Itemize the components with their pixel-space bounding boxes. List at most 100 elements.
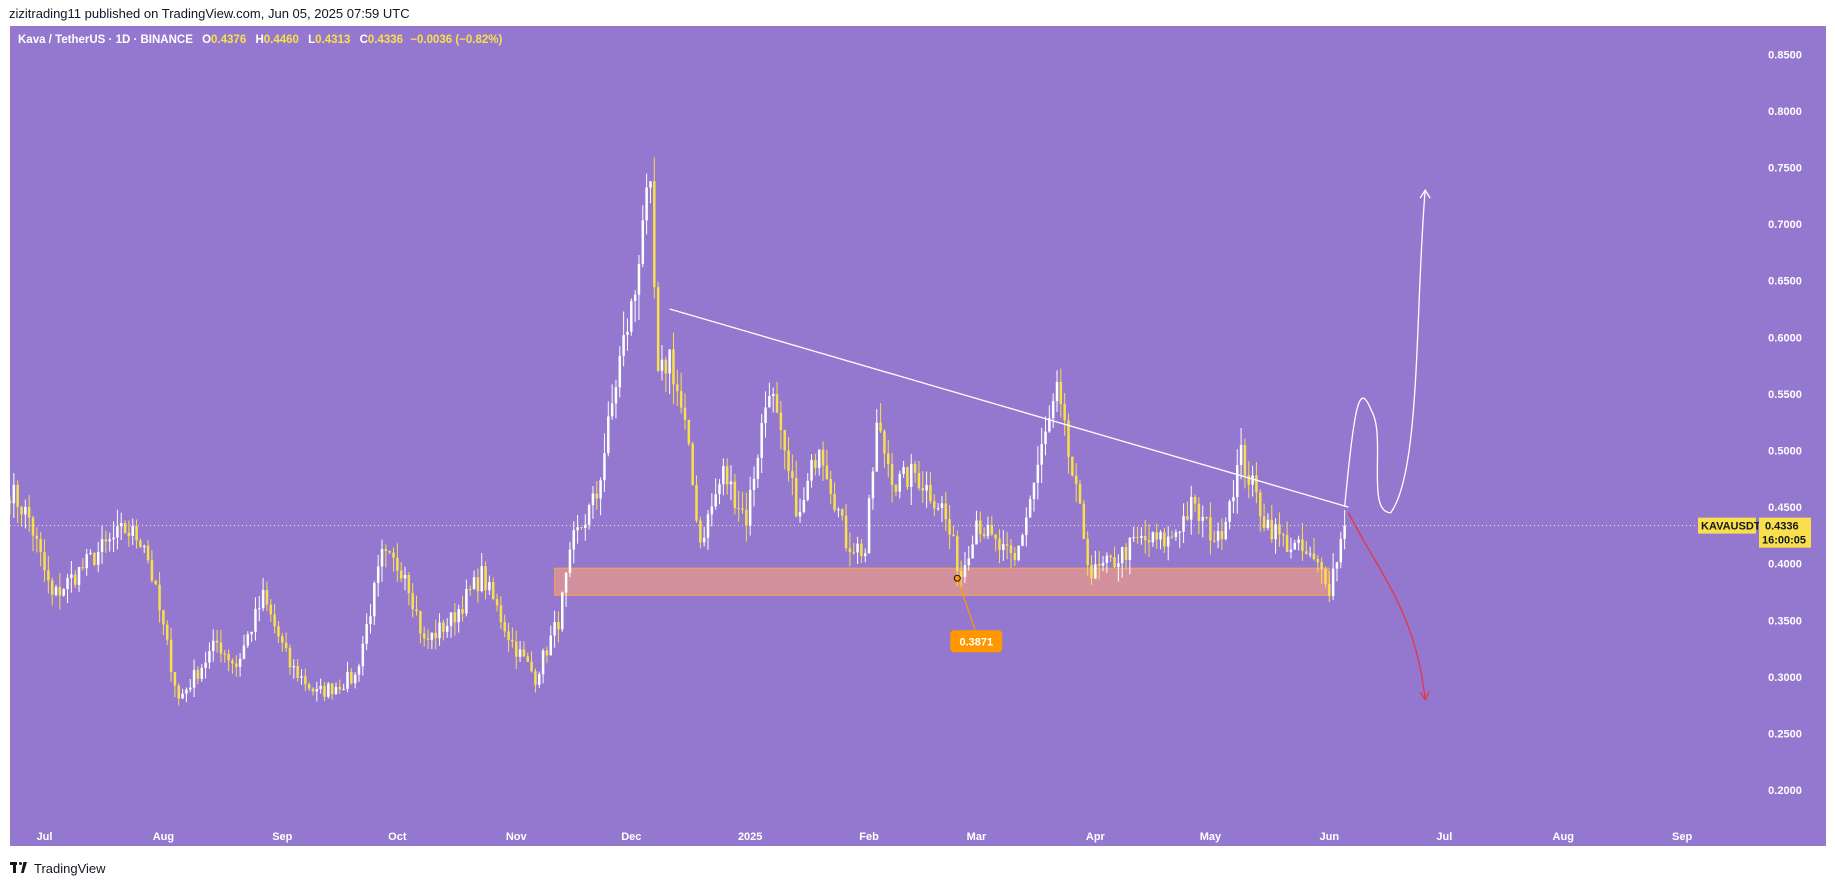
chart-svg[interactable]: 0.8500 0.8000 0.7500 0.7000 0.6500 0.6000 0.55… bbox=[10, 26, 1826, 846]
candle-body bbox=[925, 484, 928, 491]
candle-body bbox=[1301, 539, 1304, 552]
open-value: 0.4376 bbox=[211, 34, 247, 46]
candle-body bbox=[1002, 544, 1005, 551]
candle-body bbox=[384, 549, 388, 552]
candle-body bbox=[1147, 540, 1151, 543]
candle-body bbox=[806, 480, 809, 500]
candle-body bbox=[910, 463, 913, 487]
candle-body bbox=[649, 181, 652, 188]
candle-body bbox=[307, 684, 311, 689]
candle-body bbox=[499, 605, 503, 623]
candle-body bbox=[1128, 537, 1132, 560]
y-tick-label: 0.3500 bbox=[1768, 615, 1802, 627]
candle-body bbox=[73, 574, 77, 585]
y-tick-label: 0.8500 bbox=[1768, 49, 1802, 61]
candle-body bbox=[70, 574, 73, 579]
y-tick-label: 0.2500 bbox=[1768, 728, 1802, 740]
candle-body bbox=[1151, 532, 1155, 543]
candle-body bbox=[714, 494, 717, 507]
candle-body bbox=[967, 558, 971, 566]
candle-body bbox=[706, 514, 710, 538]
candle-body bbox=[288, 647, 292, 668]
candle-body bbox=[403, 574, 407, 579]
candle-body bbox=[85, 554, 88, 569]
candle-body bbox=[683, 407, 687, 420]
candle-body bbox=[1067, 420, 1070, 457]
candle-body bbox=[507, 631, 510, 640]
x-tick-label: Mar bbox=[967, 831, 987, 843]
candle-body bbox=[699, 520, 702, 543]
candle-body bbox=[35, 535, 39, 539]
candle-body bbox=[1285, 535, 1289, 553]
candle-body bbox=[1025, 517, 1028, 536]
candle-body bbox=[407, 574, 411, 594]
candle-body bbox=[687, 419, 691, 444]
candle-body bbox=[1193, 496, 1197, 504]
y-tick-label: 0.4000 bbox=[1768, 559, 1802, 571]
candle-body bbox=[794, 478, 798, 517]
candle-body bbox=[522, 649, 526, 657]
candle-body bbox=[768, 396, 771, 408]
candle-body bbox=[376, 566, 380, 584]
annotation-leader bbox=[956, 578, 976, 631]
candle-body bbox=[231, 660, 234, 664]
x-axis: Jul Aug Sep Oct Nov Dec 2025 Feb Mar Apr May Jun Jul… bbox=[37, 831, 1693, 843]
candle-body bbox=[399, 570, 403, 579]
candle-body bbox=[990, 525, 994, 535]
candle-body bbox=[653, 181, 656, 288]
candle-body bbox=[50, 580, 54, 595]
candle-body bbox=[468, 588, 472, 590]
candle-body bbox=[626, 331, 629, 336]
candle-body bbox=[1051, 401, 1055, 419]
candle-body bbox=[1224, 521, 1227, 540]
candle-body bbox=[622, 335, 625, 356]
candle-body bbox=[131, 526, 134, 536]
candle-body bbox=[1113, 557, 1116, 568]
candle-body bbox=[971, 544, 974, 559]
y-tick-label: 0.2000 bbox=[1768, 785, 1802, 797]
candle-body bbox=[472, 577, 476, 590]
candle-body bbox=[1274, 524, 1277, 540]
candle-body bbox=[162, 610, 165, 625]
candle-body bbox=[380, 549, 384, 567]
candle-body bbox=[576, 527, 579, 531]
candle-body bbox=[587, 505, 591, 525]
annotation-label: 0.3871 bbox=[959, 636, 993, 648]
candle-body bbox=[1278, 524, 1281, 535]
candle-body bbox=[47, 570, 50, 581]
candle-body bbox=[614, 387, 618, 404]
candle-body bbox=[817, 449, 821, 468]
candle-body bbox=[346, 671, 349, 690]
publish-date: Jun 05, 2025 07:59 UTC bbox=[267, 6, 410, 21]
candle-body bbox=[618, 355, 622, 388]
candle-body bbox=[986, 525, 990, 537]
candle-body bbox=[906, 467, 909, 487]
candle-body bbox=[840, 509, 844, 516]
candle-body bbox=[1136, 537, 1139, 539]
candle-body bbox=[637, 263, 641, 295]
x-tick-label: Aug bbox=[153, 831, 174, 843]
candle-body bbox=[775, 393, 779, 413]
candle-body bbox=[561, 592, 564, 630]
candle-body bbox=[189, 687, 192, 690]
candle-body bbox=[568, 549, 572, 573]
chart-area[interactable]: 0.8500 0.8000 0.7500 0.7000 0.6500 0.6000 0.55… bbox=[10, 26, 1826, 846]
candle-body bbox=[760, 423, 763, 458]
candle-body bbox=[672, 349, 675, 385]
candle-body bbox=[633, 294, 637, 302]
candle-body bbox=[246, 634, 250, 646]
candle-body bbox=[771, 393, 775, 397]
candle-body bbox=[630, 301, 633, 332]
candle-body bbox=[944, 503, 948, 520]
candle-body bbox=[461, 609, 464, 614]
candle-body bbox=[1216, 531, 1220, 541]
candle-body bbox=[1082, 503, 1086, 539]
candle-body bbox=[357, 666, 361, 675]
candle-body bbox=[1090, 564, 1093, 579]
candle-body bbox=[449, 612, 453, 626]
candle-body bbox=[177, 685, 180, 699]
y-tick-label: 0.4500 bbox=[1768, 502, 1802, 514]
candle-body bbox=[10, 500, 12, 504]
candle-body bbox=[917, 472, 921, 489]
open-key: O bbox=[202, 34, 212, 46]
